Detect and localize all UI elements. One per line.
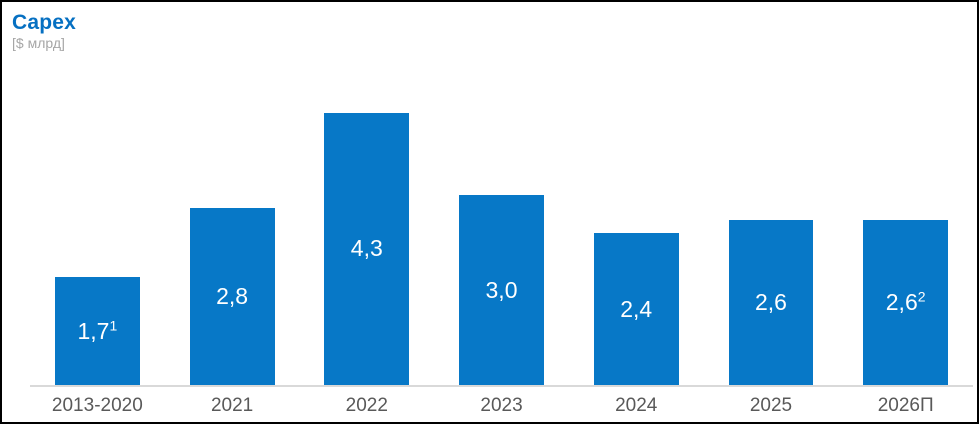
x-axis-label: 2021	[210, 395, 254, 416]
x-axis-label: 2024	[615, 395, 658, 416]
x-axis-label: 2013-2020	[51, 395, 143, 416]
bar-column: 2,8	[165, 100, 300, 385]
bar-2022: 4,3	[324, 112, 410, 385]
bar-column: 2,4	[569, 100, 704, 385]
x-axis-line	[30, 385, 973, 387]
bar-value-label: 2,62	[885, 288, 926, 316]
bar-value-label: 2,8	[216, 282, 249, 309]
bar-value-label: 1,71	[77, 317, 118, 344]
bar-column: 2,62	[838, 100, 973, 385]
footnote-marker: 2	[917, 288, 926, 305]
bar-value-label: 2,6	[754, 289, 787, 316]
bar-2023: 3,0	[459, 195, 544, 385]
bar-value-label: 4,3	[350, 235, 383, 262]
chart-header: Capex [$ млрд]	[12, 10, 76, 53]
bar-2013-2020: 1,71	[54, 277, 140, 385]
bar-value-label: 2,4	[620, 295, 653, 322]
chart-unit-label: [$ млрд]	[12, 35, 65, 52]
bar-column: 1,71	[30, 100, 165, 385]
x-axis-label: 2025	[749, 395, 793, 416]
bar-2026П: 2,62	[863, 220, 949, 385]
bar-2024: 2,4	[593, 233, 679, 385]
x-axis-labels: 2013-2020 2021 2022 2023 2024 2025 2026П	[30, 395, 973, 417]
footnote-marker: 1	[109, 317, 118, 334]
plot-area: 1,71 2,8 4,3 3,0 2,4 2,6 2,62	[30, 100, 973, 385]
bar-column: 3,0	[434, 100, 569, 385]
x-axis-label: 2022	[345, 395, 388, 416]
bar-column: 4,3	[299, 100, 434, 385]
bar-2021: 2,8	[189, 207, 275, 385]
chart-title: Capex	[12, 11, 77, 34]
x-axis-label: 2026П	[877, 395, 934, 416]
bar-value-label: 3,0	[485, 276, 518, 303]
bar-2025: 2,6	[728, 220, 814, 385]
bar-column: 2,6	[704, 100, 839, 385]
x-axis-label: 2023	[480, 395, 523, 416]
